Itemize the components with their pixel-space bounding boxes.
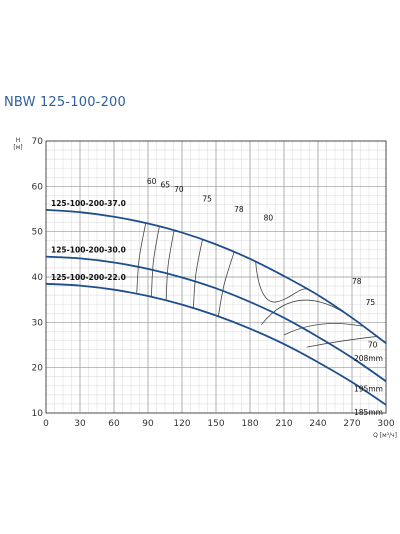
efficiency-label: 70 — [368, 340, 378, 349]
y-tick-label: 70 — [32, 137, 44, 147]
axes: 0 30 60 90 120 150 180 210 240 270 300 10 20 30 40 50 60… — [13, 137, 397, 439]
y-tick-label: 40 — [32, 273, 44, 283]
diameter-label: 185mm — [354, 408, 383, 417]
curve-labels: 125-100-200-37.0 208mm 125-100-200-30.0 195… — [51, 177, 383, 417]
efficiency-isoline-right — [306, 336, 377, 348]
efficiency-isoline — [192, 239, 203, 309]
curve-name-label: 125-100-200-30.0 — [51, 246, 126, 255]
efficiency-label: 78 — [234, 205, 244, 214]
chart-title: NBW 125-100-200 — [4, 95, 126, 110]
efficiency-isoline-right — [261, 299, 347, 325]
plot-frame — [45, 140, 387, 414]
efficiency-label: 75 — [202, 194, 212, 203]
efficiency-isoline-right — [283, 323, 364, 336]
y-tick-label: 20 — [32, 364, 44, 374]
curve-125-100-200-37.0 — [45, 209, 387, 344]
x-tick-label: 30 — [74, 419, 86, 429]
curve-name-label: 125-100-200-22.0 — [51, 273, 126, 282]
curve-125-100-200-30.0 — [45, 255, 387, 383]
y-tick-label: 30 — [32, 318, 44, 328]
efficiency-label: 60 — [147, 177, 157, 186]
x-tick-label: 0 — [43, 419, 49, 429]
x-tick-label: 150 — [207, 419, 224, 429]
curve-name-label: 125-100-200-37.0 — [51, 199, 126, 208]
y-tick-label: 50 — [32, 228, 44, 238]
x-tick-label: 210 — [275, 419, 292, 429]
diameter-label: 208mm — [354, 354, 383, 363]
efficiency-label: 70 — [174, 185, 184, 194]
y-tick-label: 60 — [32, 182, 44, 192]
performance-curves — [45, 209, 387, 406]
y-tick-label: 10 — [32, 409, 44, 419]
x-tick-label: 270 — [343, 419, 360, 429]
x-axis-label: Q [м³/ч] — [373, 432, 397, 439]
curve-125-100-200-22.0 — [45, 282, 387, 406]
x-tick-label: 120 — [173, 419, 190, 429]
y-axis-label: [м] — [13, 144, 22, 151]
efficiency-isoline-80 — [255, 261, 308, 303]
x-tick-label: 240 — [309, 419, 326, 429]
x-tick-label: 300 — [377, 419, 394, 429]
efficiency-isoline — [136, 222, 147, 294]
efficiency-label: 78 — [352, 277, 362, 286]
diameter-label: 195mm — [354, 384, 383, 393]
efficiency-label: 80 — [264, 213, 274, 222]
y-axis-label: H — [16, 137, 21, 144]
efficiency-label: 75 — [366, 298, 376, 307]
x-tick-label: 90 — [142, 419, 154, 429]
efficiency-isolines — [136, 222, 377, 348]
efficiency-label: 65 — [160, 181, 170, 190]
efficiency-isoline — [217, 251, 235, 317]
x-tick-label: 180 — [241, 419, 258, 429]
efficiency-isoline — [165, 230, 175, 301]
x-tick-label: 60 — [108, 419, 120, 429]
efficiency-isoline — [151, 226, 160, 297]
